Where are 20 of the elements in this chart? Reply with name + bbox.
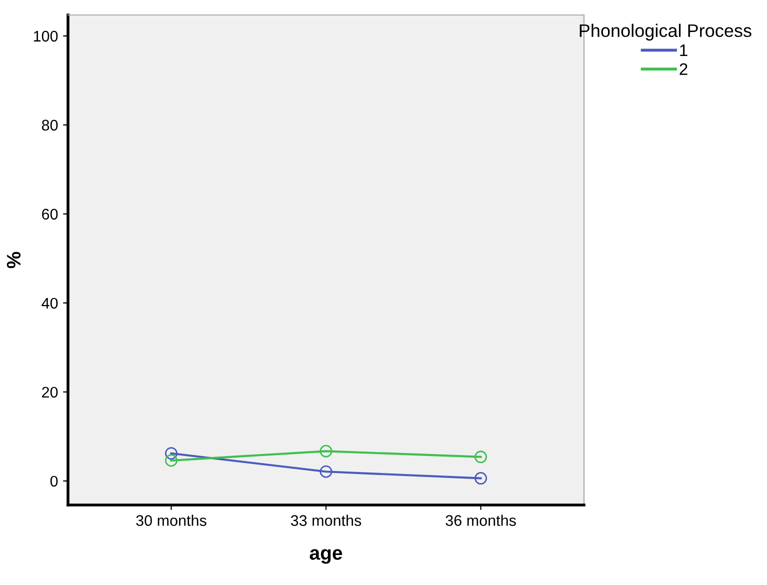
y-tick-label: 20 <box>42 386 58 398</box>
legend-title: Phonological Process <box>580 24 752 41</box>
y-tick-label: 100 <box>34 30 58 42</box>
point <box>320 444 332 458</box>
y-axis-title: % <box>6 252 21 268</box>
x-tick-label: 36 months <box>446 514 516 526</box>
y-tick-label: 80 <box>42 120 58 131</box>
x-tick-label: 30 months <box>136 514 206 526</box>
point <box>164 454 178 467</box>
x-axis-title: age <box>310 549 342 564</box>
legend-label: 2 <box>680 63 688 75</box>
point <box>320 465 332 478</box>
legend-label: 1 <box>680 44 688 56</box>
x-tick-label: 33 months <box>290 514 362 526</box>
y-tick-label: 40 <box>42 298 58 309</box>
point <box>474 450 488 464</box>
point <box>474 472 488 485</box>
point <box>164 447 178 460</box>
y-tick-label: 0 <box>50 476 58 487</box>
y-tick-label: 60 <box>42 208 58 220</box>
